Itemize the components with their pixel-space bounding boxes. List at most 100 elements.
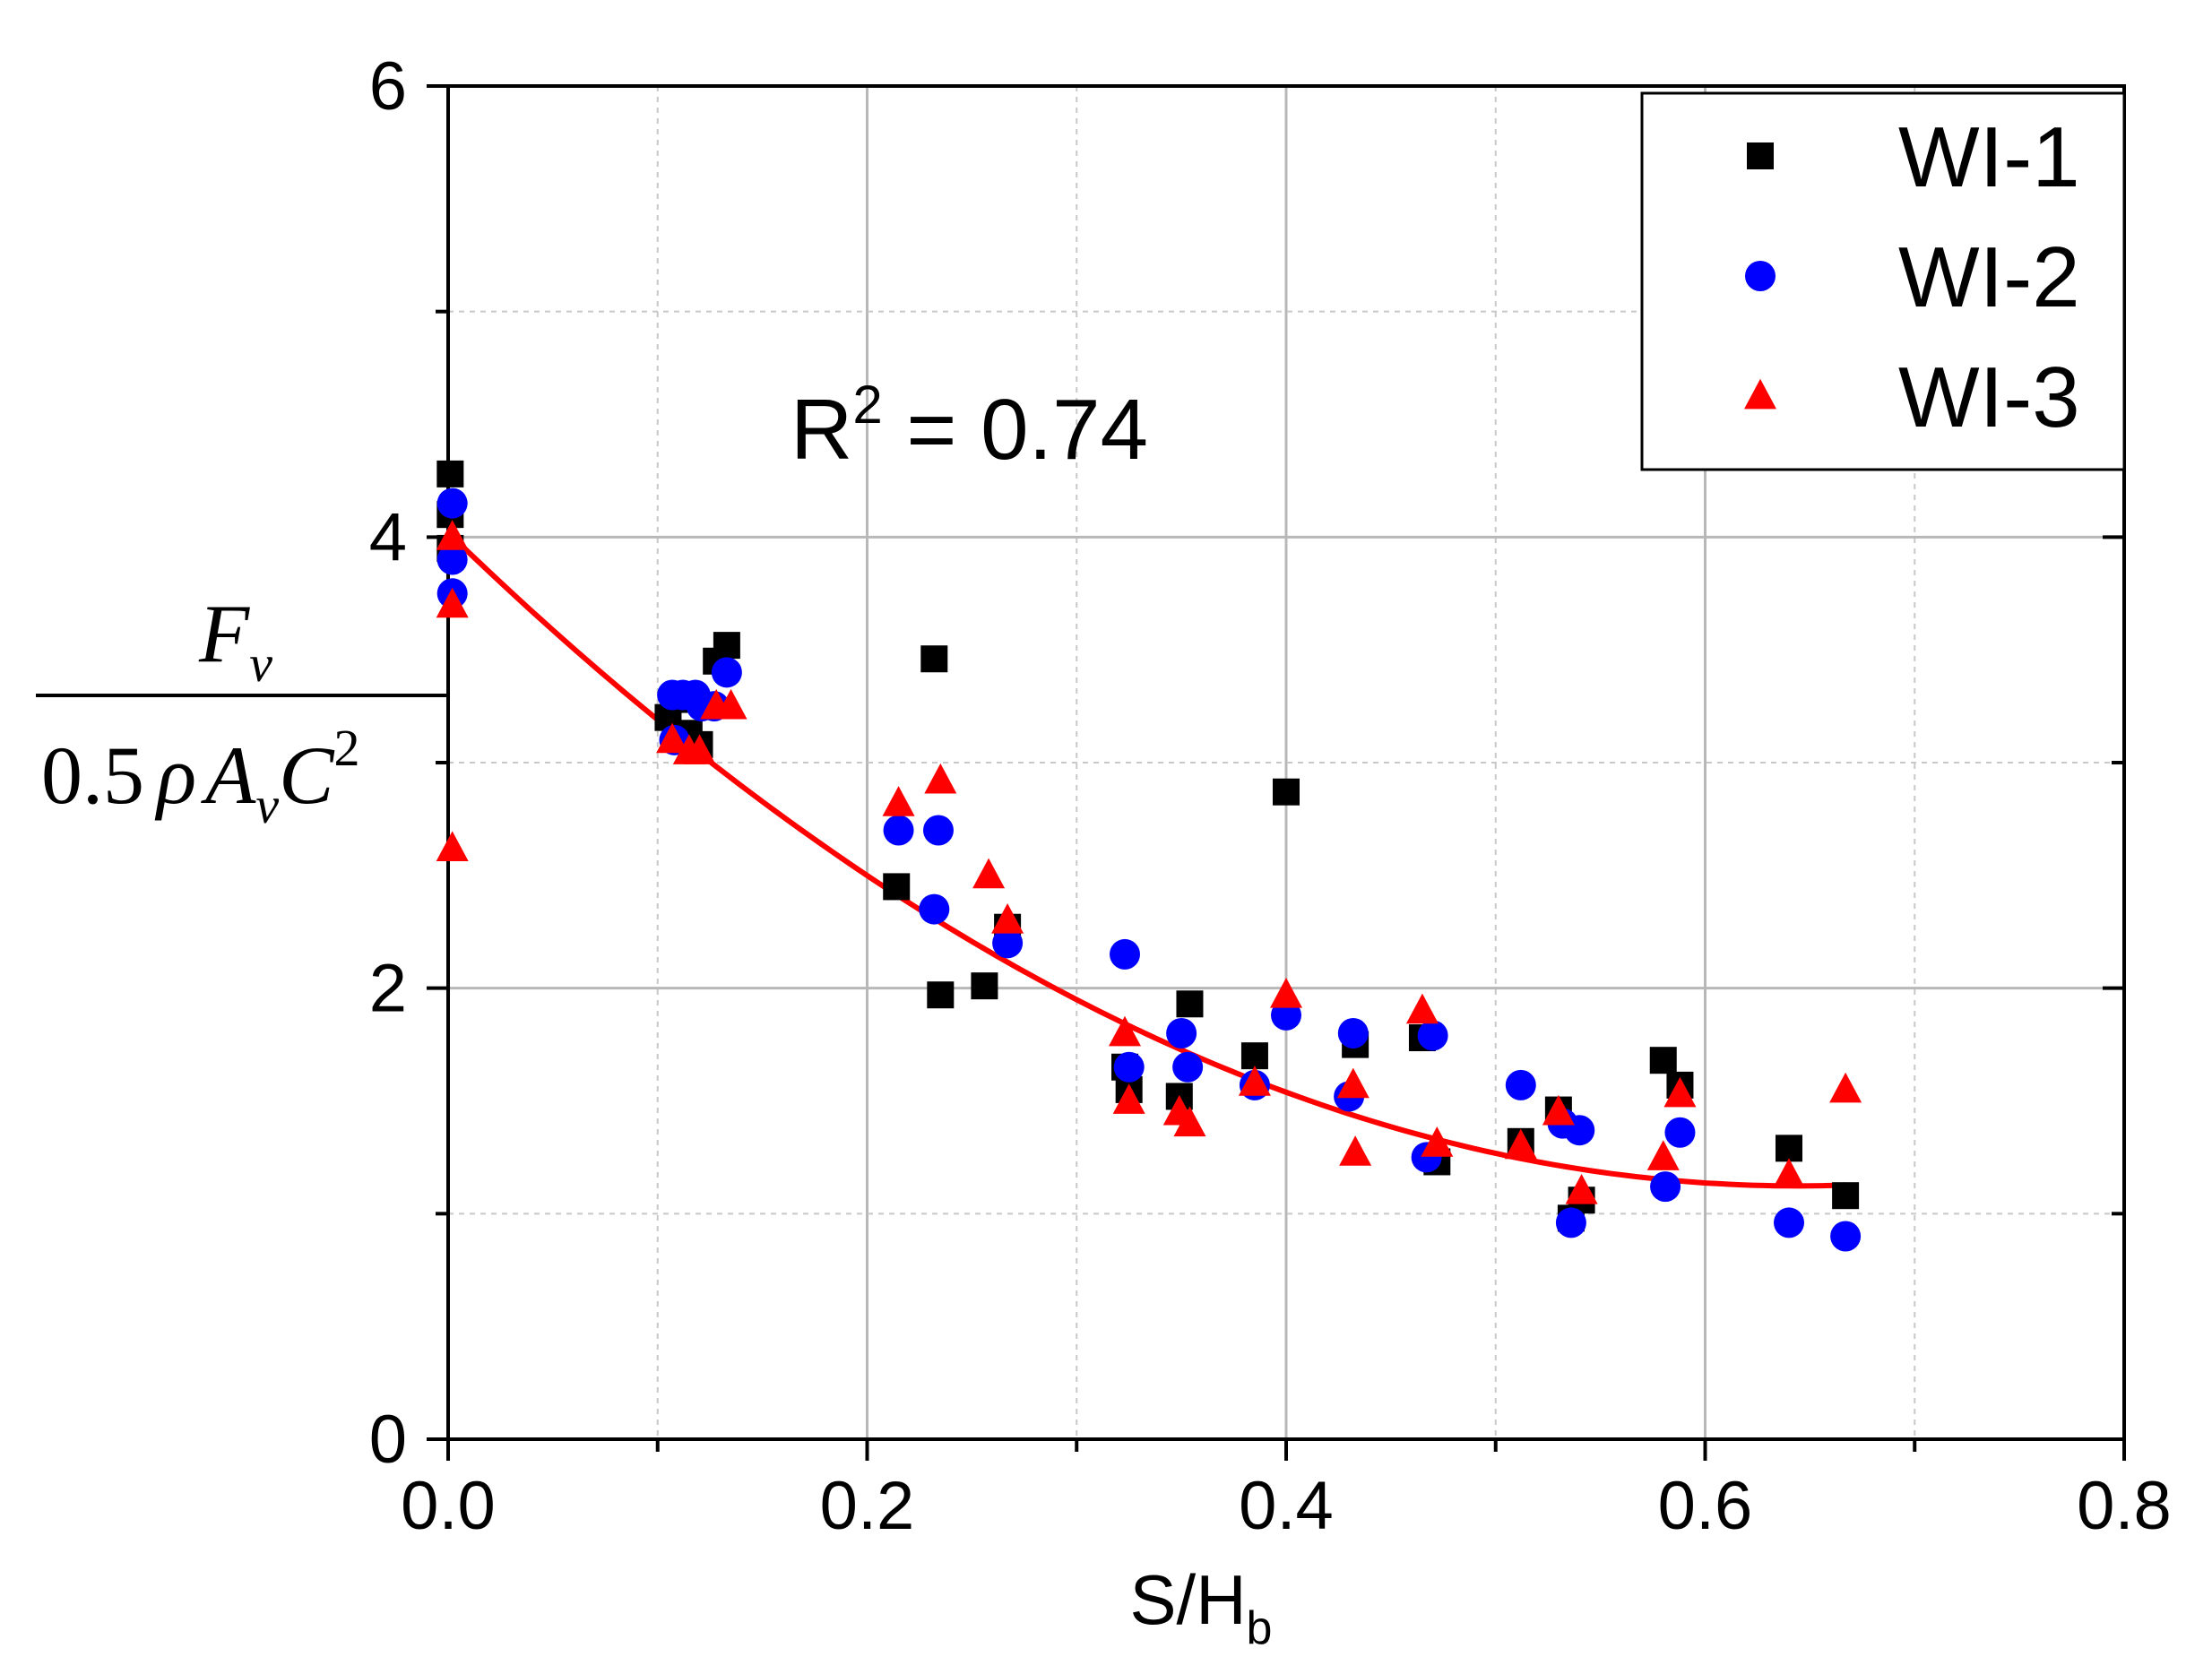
x-tick-label: 0.4 bbox=[1239, 1468, 1334, 1544]
data-point-wi-3 bbox=[1336, 1067, 1370, 1099]
legend-marker-wi-3 bbox=[1744, 378, 1776, 410]
legend-box bbox=[1640, 91, 2126, 471]
x-tick-label: 0.0 bbox=[401, 1468, 496, 1544]
y-label-den-a-sub: v bbox=[255, 776, 279, 834]
data-point-wi-1 bbox=[1176, 990, 1204, 1018]
data-point-wi-3 bbox=[1109, 1015, 1142, 1047]
data-point-wi-3 bbox=[1646, 1140, 1680, 1170]
data-point-wi-3 bbox=[1112, 1083, 1145, 1114]
annotation-r: R bbox=[791, 382, 852, 478]
data-point-wi-3 bbox=[1405, 993, 1439, 1024]
data-point-wi-2 bbox=[1337, 1018, 1369, 1048]
r-squared-annotation: R2 = 0.74 bbox=[791, 375, 1148, 478]
axis-ticks: 0.0 0.2 0.4 0.6 0.8 0 2 4 6 bbox=[369, 48, 2172, 1544]
data-point-wi-1 bbox=[713, 632, 740, 660]
data-point-wi-3 bbox=[1773, 1158, 1805, 1188]
data-point-wi-2 bbox=[1505, 1069, 1536, 1100]
data-point-wi-3 bbox=[972, 858, 1006, 889]
data-point-wi-2 bbox=[436, 488, 468, 519]
y-label-den-c-sup: 2 bbox=[334, 719, 360, 777]
annotation-value: = 0.74 bbox=[883, 382, 1148, 478]
series-wi-3 bbox=[436, 520, 1862, 1204]
y-tick-label: 4 bbox=[369, 499, 407, 575]
data-point-wi-3 bbox=[436, 520, 469, 550]
data-point-wi-3 bbox=[1663, 1076, 1697, 1108]
data-point-wi-2 bbox=[992, 928, 1024, 959]
y-label-numerator: Fv bbox=[198, 588, 272, 693]
data-point-wi-3 bbox=[683, 734, 716, 764]
data-point-wi-2 bbox=[1555, 1207, 1586, 1238]
y-tick-label: 6 bbox=[369, 48, 407, 125]
y-label-den-a: A bbox=[200, 729, 256, 821]
data-point-wi-1 bbox=[1649, 1047, 1677, 1074]
data-point-wi-2 bbox=[1664, 1117, 1696, 1148]
x-tick-label: 0.2 bbox=[820, 1468, 915, 1544]
y-label-num-main: F bbox=[198, 588, 250, 679]
data-point-wi-1 bbox=[927, 981, 955, 1009]
y-label-den-prefix: 0.5 bbox=[41, 729, 144, 821]
data-point-wi-3 bbox=[1238, 1066, 1271, 1096]
data-point-wi-2 bbox=[1172, 1051, 1204, 1083]
y-label-num-sub: v bbox=[249, 634, 272, 693]
y-tick-label: 2 bbox=[369, 951, 407, 1027]
y-axis-label: Fv 0.5 ρ AvC2 bbox=[36, 588, 448, 834]
data-point-wi-3 bbox=[436, 831, 469, 862]
legend-entry-wi-3: WI-3 bbox=[1744, 349, 2080, 445]
legend-entry-wi-2: WI-2 bbox=[1745, 229, 2080, 325]
legend-label-wi-2: WI-2 bbox=[1898, 229, 2080, 325]
legend-marker-wi-1 bbox=[1747, 142, 1774, 169]
data-point-wi-1 bbox=[1832, 1182, 1860, 1210]
y-label-denominator: 0.5 ρ AvC2 bbox=[41, 719, 360, 834]
annotation-sup: 2 bbox=[852, 375, 882, 435]
data-point-wi-2 bbox=[919, 893, 950, 925]
data-point-wi-3 bbox=[1173, 1106, 1206, 1137]
data-point-wi-2 bbox=[922, 815, 954, 846]
y-label-den-c: C bbox=[279, 729, 335, 821]
legend: WI-1 WI-2 WI-3 bbox=[1640, 91, 2126, 471]
data-point-wi-2 bbox=[1774, 1207, 1804, 1238]
data-points bbox=[436, 460, 1862, 1252]
data-point-wi-1 bbox=[1776, 1135, 1802, 1162]
data-point-wi-3 bbox=[882, 786, 915, 816]
data-point-wi-2 bbox=[711, 657, 742, 688]
data-point-wi-3 bbox=[924, 763, 957, 794]
data-point-wi-3 bbox=[714, 688, 747, 720]
data-point-wi-1 bbox=[1240, 1042, 1268, 1070]
data-point-wi-2 bbox=[883, 815, 914, 846]
legend-label-wi-3: WI-3 bbox=[1898, 349, 2080, 445]
data-point-wi-2 bbox=[1110, 938, 1141, 970]
data-point-wi-3 bbox=[656, 722, 689, 754]
data-point-wi-3 bbox=[991, 902, 1024, 934]
data-point-wi-2 bbox=[1166, 1018, 1197, 1048]
legend-marker-wi-2 bbox=[1745, 261, 1776, 291]
data-point-wi-2 bbox=[1113, 1051, 1145, 1083]
x-axis-label-sub: b bbox=[1247, 1602, 1273, 1654]
data-point-wi-3 bbox=[1542, 1094, 1575, 1126]
data-point-wi-3 bbox=[1504, 1128, 1537, 1160]
data-point-wi-2 bbox=[1830, 1221, 1862, 1252]
data-point-wi-3 bbox=[1339, 1135, 1372, 1166]
data-point-wi-1 bbox=[971, 972, 998, 1000]
data-point-wi-3 bbox=[1421, 1126, 1454, 1157]
data-point-wi-1 bbox=[436, 460, 464, 488]
data-point-wi-3 bbox=[1565, 1173, 1598, 1204]
x-axis-label-main: S/H bbox=[1130, 1560, 1247, 1639]
x-tick-label: 0.8 bbox=[2077, 1468, 2172, 1544]
data-point-wi-3 bbox=[1270, 978, 1302, 1008]
x-axis-label: S/Hb bbox=[1130, 1560, 1273, 1654]
data-point-wi-1 bbox=[1273, 778, 1300, 806]
data-point-wi-2 bbox=[1417, 1020, 1448, 1051]
data-point-wi-3 bbox=[436, 587, 469, 618]
data-point-wi-2 bbox=[1650, 1171, 1681, 1203]
y-label-den-rho: ρ bbox=[154, 729, 196, 821]
y-tick-label: 0 bbox=[369, 1402, 407, 1478]
legend-label-wi-1: WI-1 bbox=[1898, 109, 2080, 205]
data-point-wi-1 bbox=[883, 873, 911, 901]
data-point-wi-3 bbox=[1829, 1072, 1862, 1103]
legend-entry-wi-1: WI-1 bbox=[1747, 109, 2080, 205]
x-tick-label: 0.6 bbox=[1658, 1468, 1753, 1544]
data-point-wi-1 bbox=[920, 645, 948, 673]
data-point-wi-2 bbox=[436, 544, 468, 575]
